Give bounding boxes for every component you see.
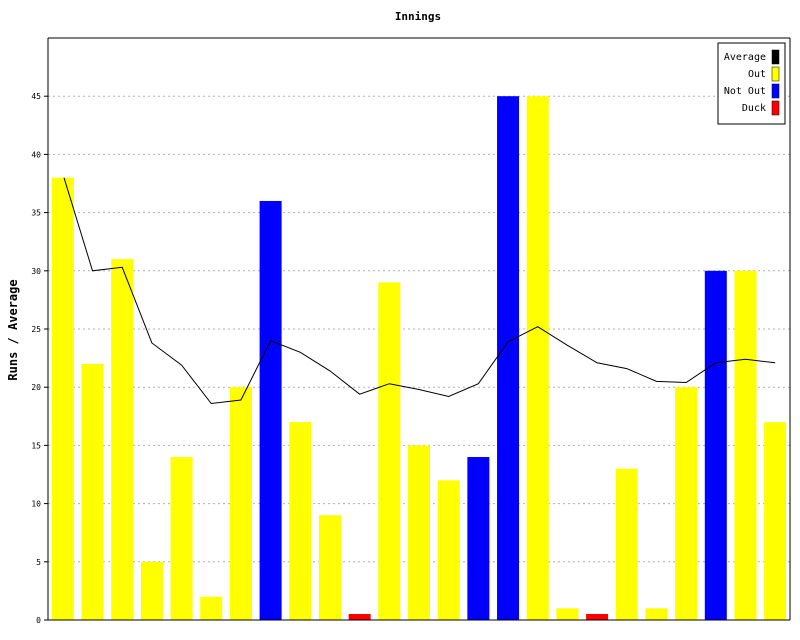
bar-out-7	[229, 387, 252, 620]
y-axis-label: Runs / Average	[6, 279, 20, 380]
bar-duck-11	[348, 614, 371, 620]
legend-swatch	[771, 66, 780, 82]
bar-out-24	[734, 270, 757, 620]
bar-out-25	[764, 422, 787, 620]
y-tick-label: 10	[31, 500, 41, 509]
legend-swatch	[771, 49, 780, 65]
bar-out-14	[437, 480, 460, 620]
bar-out-5	[170, 457, 193, 620]
bar-not-out-15	[467, 457, 490, 620]
axis-layer: 0 5 10 15 20 25 30 35 40 45	[31, 37, 791, 625]
bar-out-1	[51, 177, 74, 620]
legend-label: Duck	[742, 103, 766, 114]
bar-out-9	[289, 422, 312, 620]
bar-out-21	[645, 608, 668, 620]
legend: Average Out Not Out Duck	[717, 42, 786, 125]
y-tick-label: 35	[31, 209, 41, 218]
bar-out-17	[526, 96, 549, 620]
y-tick-label: 25	[31, 325, 41, 334]
bar-out-12	[378, 282, 401, 620]
bar-not-out-8	[259, 200, 282, 620]
y-tick-label: 5	[36, 558, 41, 567]
bar-duck-19	[586, 614, 609, 620]
y-tick-label: 45	[31, 92, 41, 101]
y-tick-label: 20	[31, 383, 41, 392]
legend-label: Average	[724, 52, 766, 63]
chart-title: Innings	[395, 10, 441, 23]
bar-out-18	[556, 608, 579, 620]
bar-out-6	[200, 596, 223, 620]
bar-out-2	[81, 363, 104, 620]
bar-out-13	[408, 445, 430, 620]
y-tick-label: 40	[31, 150, 41, 159]
average-line	[63, 177, 776, 405]
bar-out-10	[318, 515, 341, 620]
bar-not-out-16	[497, 96, 520, 620]
legend-label: Not Out	[724, 86, 766, 97]
bars-layer	[51, 96, 787, 620]
bar-out-3	[111, 259, 134, 620]
legend-swatch	[771, 100, 780, 116]
y-tick-label: 30	[31, 267, 41, 276]
average-line-layer	[63, 177, 776, 405]
y-tick-label: 0	[36, 616, 41, 625]
legend-label: Out	[748, 69, 766, 80]
bar-out-22	[675, 387, 698, 620]
bar-not-out-23	[704, 270, 727, 620]
legend-swatch	[771, 83, 780, 99]
bar-out-20	[615, 468, 638, 620]
y-tick-label: 15	[31, 441, 41, 450]
bar-out-4	[140, 561, 163, 620]
